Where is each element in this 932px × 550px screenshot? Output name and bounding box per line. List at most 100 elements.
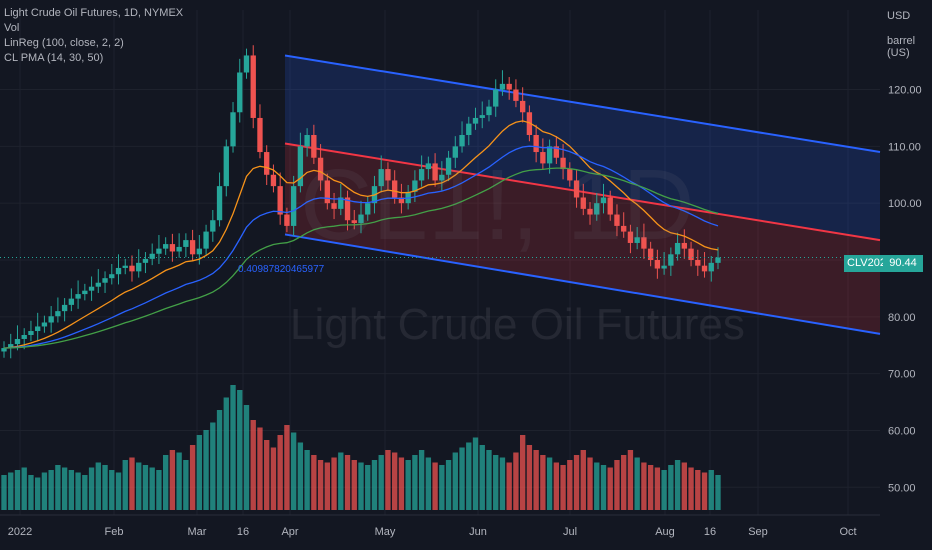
volume-bar — [594, 462, 600, 510]
volume-bar — [499, 457, 506, 510]
legend-symbol[interactable]: Light Crude Oil Futures, 1D, NYMEX — [4, 7, 184, 19]
candle-body — [284, 214, 290, 226]
time-axis[interactable]: 2022 Feb Mar 16 Apr May Jun Jul Aug 16 Sep Oct — [0, 514, 880, 538]
candle-body — [621, 225, 627, 232]
candle-body — [600, 197, 607, 204]
y-tick-label: 70.00 — [888, 369, 916, 381]
candle-body — [156, 248, 162, 254]
volume-bar — [68, 470, 75, 510]
volume-bar — [452, 452, 458, 510]
candle-body — [654, 260, 661, 269]
volume-bar — [546, 457, 553, 510]
volume-bar — [75, 472, 81, 510]
volume-bar — [14, 470, 21, 510]
price-axis[interactable]: 120.00110.00100.0090.0080.0070.0060.0050… — [888, 85, 922, 495]
x-tick-label: Feb — [105, 526, 124, 538]
volume-bar — [600, 465, 607, 510]
volume-bar — [533, 450, 539, 510]
volume-bar — [1, 475, 7, 510]
candle-body — [48, 316, 54, 323]
volume-bar — [459, 447, 465, 510]
candle-body — [162, 244, 169, 249]
volume-bar — [614, 460, 620, 510]
volume-bar — [486, 450, 492, 510]
y-tick-label: 60.00 — [888, 425, 916, 437]
volume-bar — [216, 410, 223, 510]
candle-body — [614, 214, 620, 226]
volume-bar — [641, 462, 647, 510]
candle-body — [317, 157, 324, 181]
x-tick-label: 2022 — [8, 526, 32, 538]
legend-linreg[interactable]: LinReg (100, close, 2, 2) — [4, 37, 124, 49]
volume-bar — [715, 475, 721, 510]
candle-body — [641, 237, 647, 249]
volume-bar — [425, 457, 432, 510]
candle-body — [472, 117, 479, 124]
candle-body — [149, 253, 155, 259]
volume-bar — [210, 422, 216, 510]
legend-vol[interactable]: Vol — [4, 22, 20, 34]
x-tick-label: May — [375, 526, 396, 538]
channel-upper-fill — [285, 55, 880, 241]
candle-body — [432, 163, 438, 181]
x-tick-label: Jun — [469, 526, 487, 538]
candle-body — [338, 197, 344, 209]
volume-bar — [88, 467, 95, 510]
candle-body — [95, 282, 101, 287]
y-tick-label: 50.00 — [888, 482, 916, 494]
volume-bar — [203, 430, 209, 510]
legend-pma[interactable]: CL PMA (14, 30, 50) — [4, 52, 104, 64]
x-tick-label: Aug — [655, 526, 675, 538]
volume-bar — [277, 435, 283, 510]
linreg-correlation-label: 0.40987820465977 — [238, 264, 325, 275]
last-price-badge: 90.44 — [883, 255, 923, 272]
volume-bar — [567, 460, 573, 510]
unit-label: barrel (US) — [887, 35, 916, 59]
volume-bar — [445, 460, 452, 510]
volume-bar — [526, 445, 533, 510]
candle-body — [392, 180, 398, 198]
candle-body — [216, 186, 223, 221]
volume-bar — [176, 452, 182, 510]
volume-bar — [250, 420, 256, 510]
candle-body — [553, 146, 560, 158]
candle-body — [398, 197, 405, 204]
candle-body — [14, 338, 21, 345]
candle-body — [486, 106, 492, 116]
volume-bar — [674, 460, 681, 510]
volume-bar — [701, 472, 708, 510]
y-tick-label: 120.00 — [888, 85, 922, 97]
volume-bar — [304, 450, 310, 510]
candle-body — [41, 322, 48, 327]
volume-bar — [230, 385, 236, 510]
candle-body — [223, 146, 229, 187]
candle-body — [715, 257, 721, 263]
candle-body — [452, 146, 458, 158]
watermark-name: Light Crude Oil Futures — [290, 300, 745, 349]
volume-bar — [243, 405, 250, 510]
volume-bar — [621, 455, 627, 510]
candle-body — [331, 203, 337, 209]
volume-bar — [607, 467, 613, 510]
candle-body — [385, 169, 391, 181]
candle-body — [88, 286, 95, 291]
candle-body — [344, 197, 351, 221]
candle-body — [28, 331, 34, 335]
volume-bar — [580, 450, 586, 510]
candle-body — [68, 298, 75, 305]
candle-body — [230, 112, 236, 147]
candle-body — [189, 240, 196, 255]
candle-body — [695, 260, 701, 266]
candle-body — [297, 146, 304, 187]
volume-bar — [418, 450, 425, 510]
volume-bar — [109, 470, 115, 510]
volume-bar — [324, 462, 330, 510]
candle-body — [136, 262, 142, 272]
legend: Light Crude Oil Futures, 1D, NYMEX Vol L… — [4, 6, 183, 66]
volume-bar — [344, 455, 351, 510]
volume-bar — [169, 450, 176, 510]
grid-lines — [0, 10, 880, 515]
volume-bar — [149, 467, 155, 510]
watermark-symbol: CL1!, 1D — [300, 149, 695, 261]
